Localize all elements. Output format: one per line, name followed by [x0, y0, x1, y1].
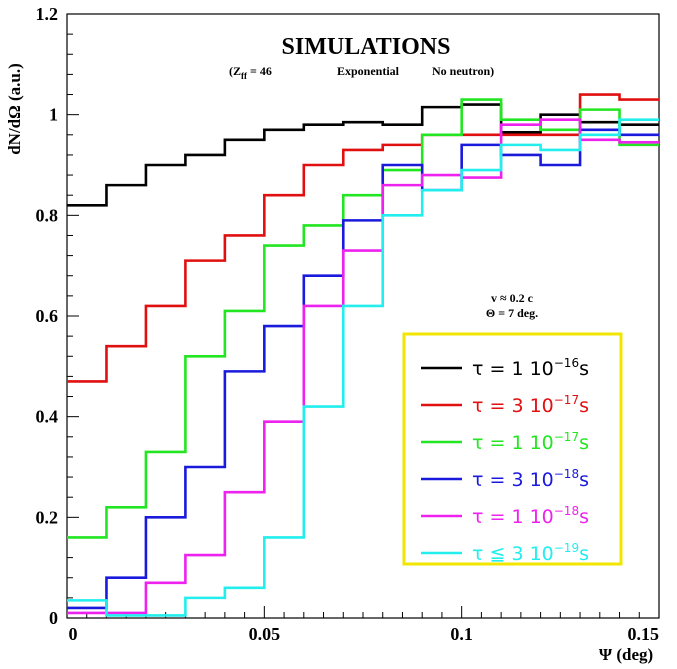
subtitle-z-sub: ff	[241, 71, 248, 81]
chart-title: SIMULATIONS	[282, 34, 451, 60]
legend: τ = 1 10−16s τ = 3 10−17s τ = 1 10−17s τ = …	[421, 356, 589, 565]
subtitle-z-prefix: (Z	[229, 64, 241, 78]
series-line-5	[67, 118, 659, 617]
axis-ticks: 0 0.05 0.1 0.15 0 0.2 0.4 0.6 0.8 1 1.2	[36, 4, 660, 644]
x-axis-title: Ψ (deg)	[599, 645, 653, 664]
y-tick-label: 0	[49, 608, 58, 628]
y-tick-label: 0.8	[36, 205, 59, 225]
x-tick-label: 0.05	[249, 624, 281, 644]
y-axis-title: dN/dΩ (a.u.)	[5, 63, 24, 155]
series-line-1	[67, 93, 659, 383]
subtitle-model: Exponential	[337, 64, 400, 78]
series-line-2	[67, 98, 659, 539]
y-tick-label: 0.6	[36, 306, 59, 326]
series-line-3	[67, 128, 659, 610]
legend-label: τ = 3 10−18s	[472, 467, 589, 491]
legend-label: τ = 1 10−18s	[472, 504, 589, 528]
chart-subtitle: (Zff = 46	[229, 64, 272, 81]
series-layer	[67, 93, 659, 617]
legend-label: τ = 1 10−17s	[472, 430, 589, 454]
legend-label: τ = 1 10−16s	[472, 356, 589, 380]
subtitle-z-value: = 46	[247, 64, 272, 78]
x-tick-label: 0.15	[628, 624, 660, 644]
y-tick-label: 1	[49, 105, 58, 125]
annotation-velocity: v ≈ 0.2 c	[491, 291, 534, 305]
x-tick-label: 0	[69, 624, 78, 644]
subtitle-neutron: No neutron)	[432, 64, 494, 78]
y-tick-label: 1.2	[36, 4, 59, 24]
legend-label: τ ≦ 3 10−19s	[472, 541, 589, 565]
x-tick-label: 0.1	[450, 624, 473, 644]
y-tick-label: 0.2	[36, 507, 59, 527]
y-tick-label: 0.4	[36, 407, 59, 427]
legend-label: τ = 3 10−17s	[472, 393, 589, 417]
legend-box	[402, 332, 623, 566]
annotation-theta: Θ = 7 deg.	[486, 306, 538, 320]
series-line-0	[67, 103, 659, 207]
